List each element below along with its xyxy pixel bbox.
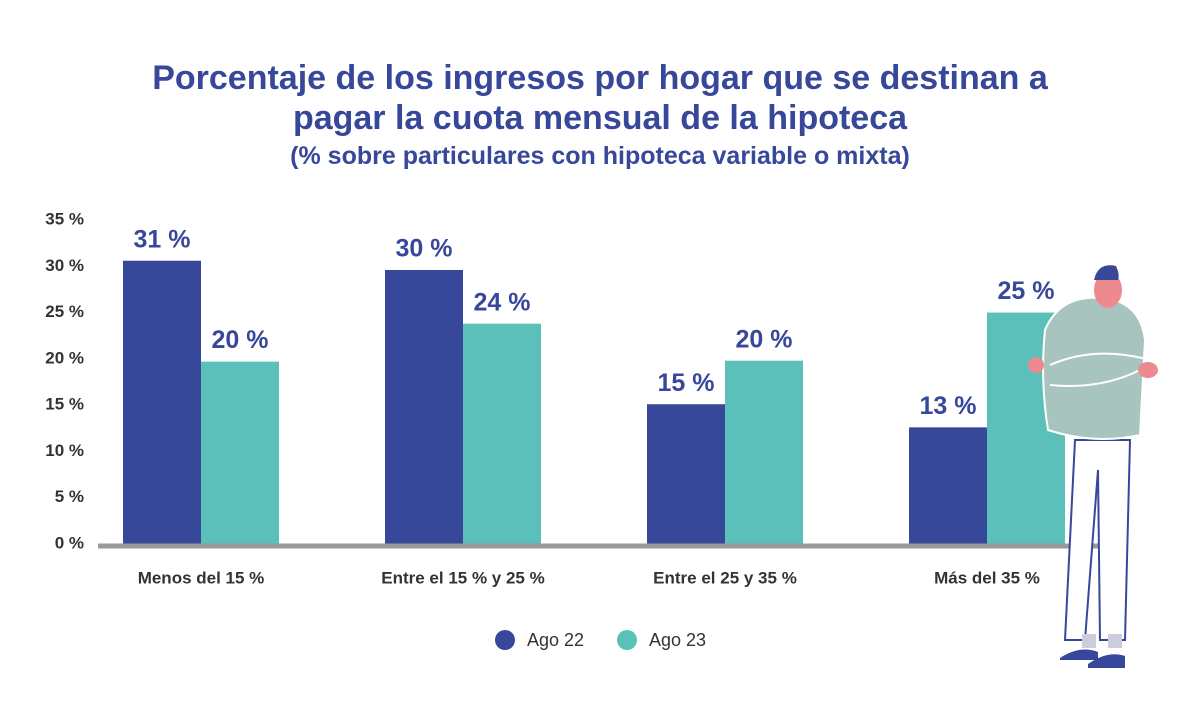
bar: [385, 269, 463, 544]
x-tick-label: Más del 35 %: [934, 568, 1040, 587]
chart-subtitle: (% sobre particulares con hipoteca varia…: [290, 142, 910, 170]
y-tick-label: 25 %: [45, 302, 84, 321]
y-tick-label: 0 %: [55, 533, 84, 552]
legend-label: Ago 22: [527, 630, 584, 650]
legend-marker: [495, 630, 515, 650]
y-tick-label: 5 %: [55, 487, 84, 506]
value-label: 25 %: [998, 277, 1055, 305]
value-label: 13 %: [920, 392, 977, 420]
bar: [201, 361, 279, 544]
plot: 0 % 5 % 10 % 15 % 20 % 25 % 30 % 35 % Menos del …: [45, 209, 1100, 650]
chart-title: Porcentaje de los ingresos por hogar que…: [152, 59, 1048, 137]
y-tick-label: 10 %: [45, 441, 84, 460]
bar: [909, 427, 987, 544]
x-tick-label: Entre el 15 % y 25 %: [381, 568, 544, 587]
bar: [725, 360, 803, 544]
y-tick-label: 30 %: [45, 256, 84, 275]
value-label: 20 %: [736, 325, 793, 353]
y-tick-label: 35 %: [45, 209, 84, 228]
person-illustration: [1028, 265, 1158, 668]
legend-marker: [617, 630, 637, 650]
value-label: 31 %: [134, 225, 191, 253]
y-tick-label: 15 %: [45, 395, 84, 414]
value-label: 24 %: [474, 288, 531, 316]
value-label: 20 %: [212, 326, 269, 354]
value-label: 15 %: [658, 369, 715, 397]
bar: [463, 323, 541, 544]
x-tick-label: Entre el 25 y 35 %: [653, 568, 797, 587]
bar: [123, 260, 201, 544]
x-tick-label: Menos del 15 %: [138, 568, 265, 587]
value-label: 30 %: [396, 235, 453, 263]
y-tick-label: 20 %: [45, 348, 84, 367]
legend-label: Ago 23: [649, 630, 706, 650]
bar: [647, 404, 725, 544]
